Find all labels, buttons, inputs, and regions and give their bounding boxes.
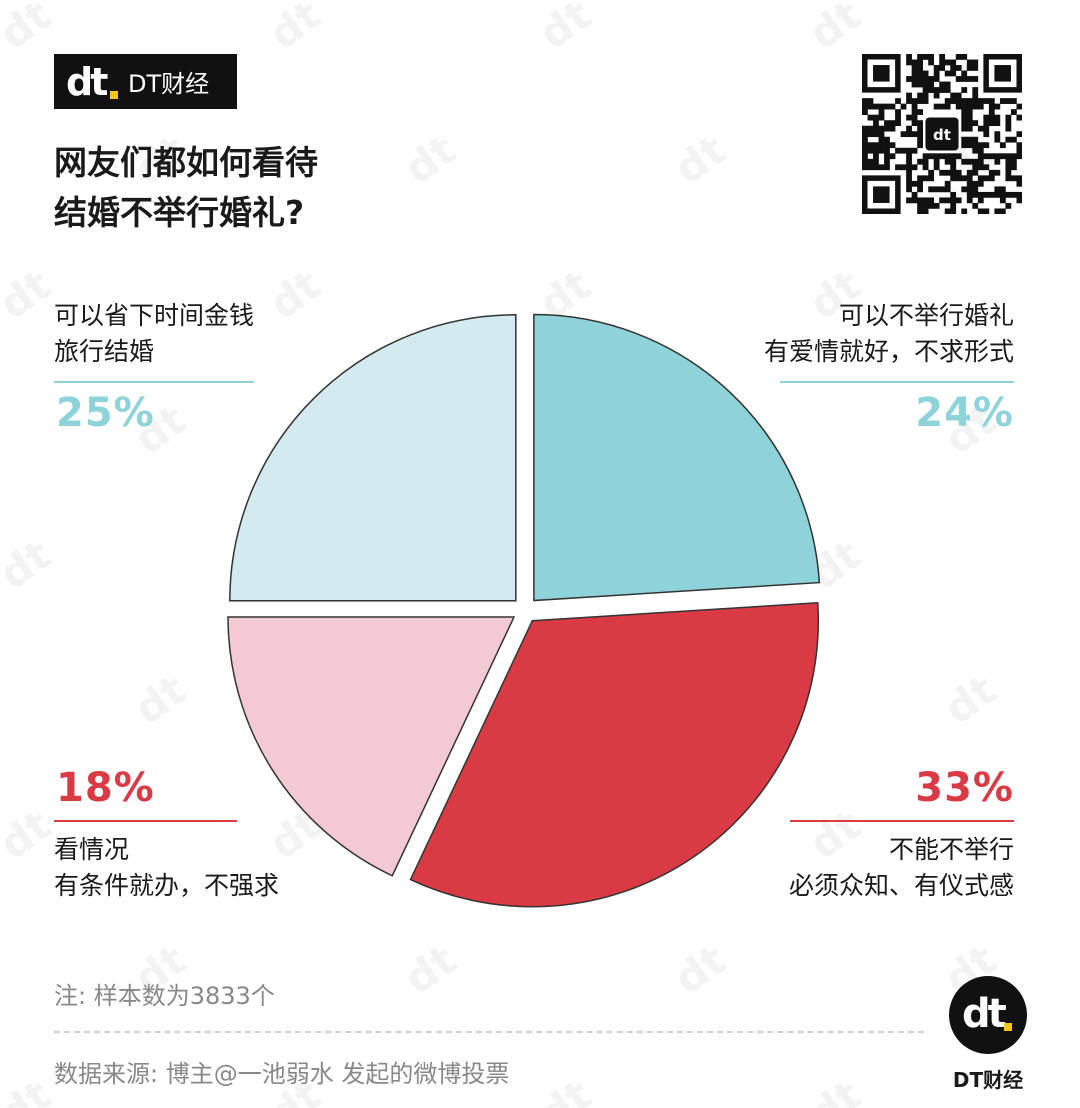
qr-code-icon: dt xyxy=(862,54,1022,214)
slice-rule-ceremony xyxy=(790,820,1014,822)
slice-percent-travel: 25% xyxy=(56,390,155,436)
chart-title-line1: 网友们都如何看待 xyxy=(54,143,318,182)
footer-divider xyxy=(54,1031,924,1033)
slice-label-depends: 看情况 有条件就办，不强求 xyxy=(54,835,280,900)
slice-percent-ceremony: 33% xyxy=(915,765,1014,811)
chart-title: 网友们都如何看待 结婚不举行婚礼? xyxy=(54,138,318,238)
slice-rule-travel xyxy=(54,381,254,383)
pie-slice-ceremony xyxy=(409,601,820,908)
slice-label-love: 可以不举行婚礼 有爱情就好，不求形式 xyxy=(763,301,1014,366)
corner-brand-name: DT财经 xyxy=(952,1068,1024,1092)
slice-rule-love xyxy=(780,381,1014,383)
chart-title-line2: 结婚不举行婚礼? xyxy=(54,193,305,232)
slice-rule-depends xyxy=(54,820,237,822)
data-source: 数据来源: 博主@一池弱水 发起的微博投票 xyxy=(54,1060,510,1088)
slice-percent-love: 24% xyxy=(915,390,1014,436)
corner-logo-icon: dt xyxy=(949,976,1027,1054)
brand-name: DT财经 xyxy=(128,70,210,98)
brand-badge: dt DT财经 xyxy=(54,54,237,109)
slice-percent-depends: 18% xyxy=(56,765,155,811)
sample-note: 注: 样本数为3833个 xyxy=(54,982,275,1010)
slice-label-ceremony: 不能不举行 必须众知、有仪式感 xyxy=(788,835,1014,900)
brand-logo-icon: dt xyxy=(66,63,118,101)
slice-label-travel: 可以省下时间金钱 旅行结婚 xyxy=(54,301,255,366)
pie-slice-travel xyxy=(229,314,517,602)
svg-text:dt: dt xyxy=(933,126,951,144)
